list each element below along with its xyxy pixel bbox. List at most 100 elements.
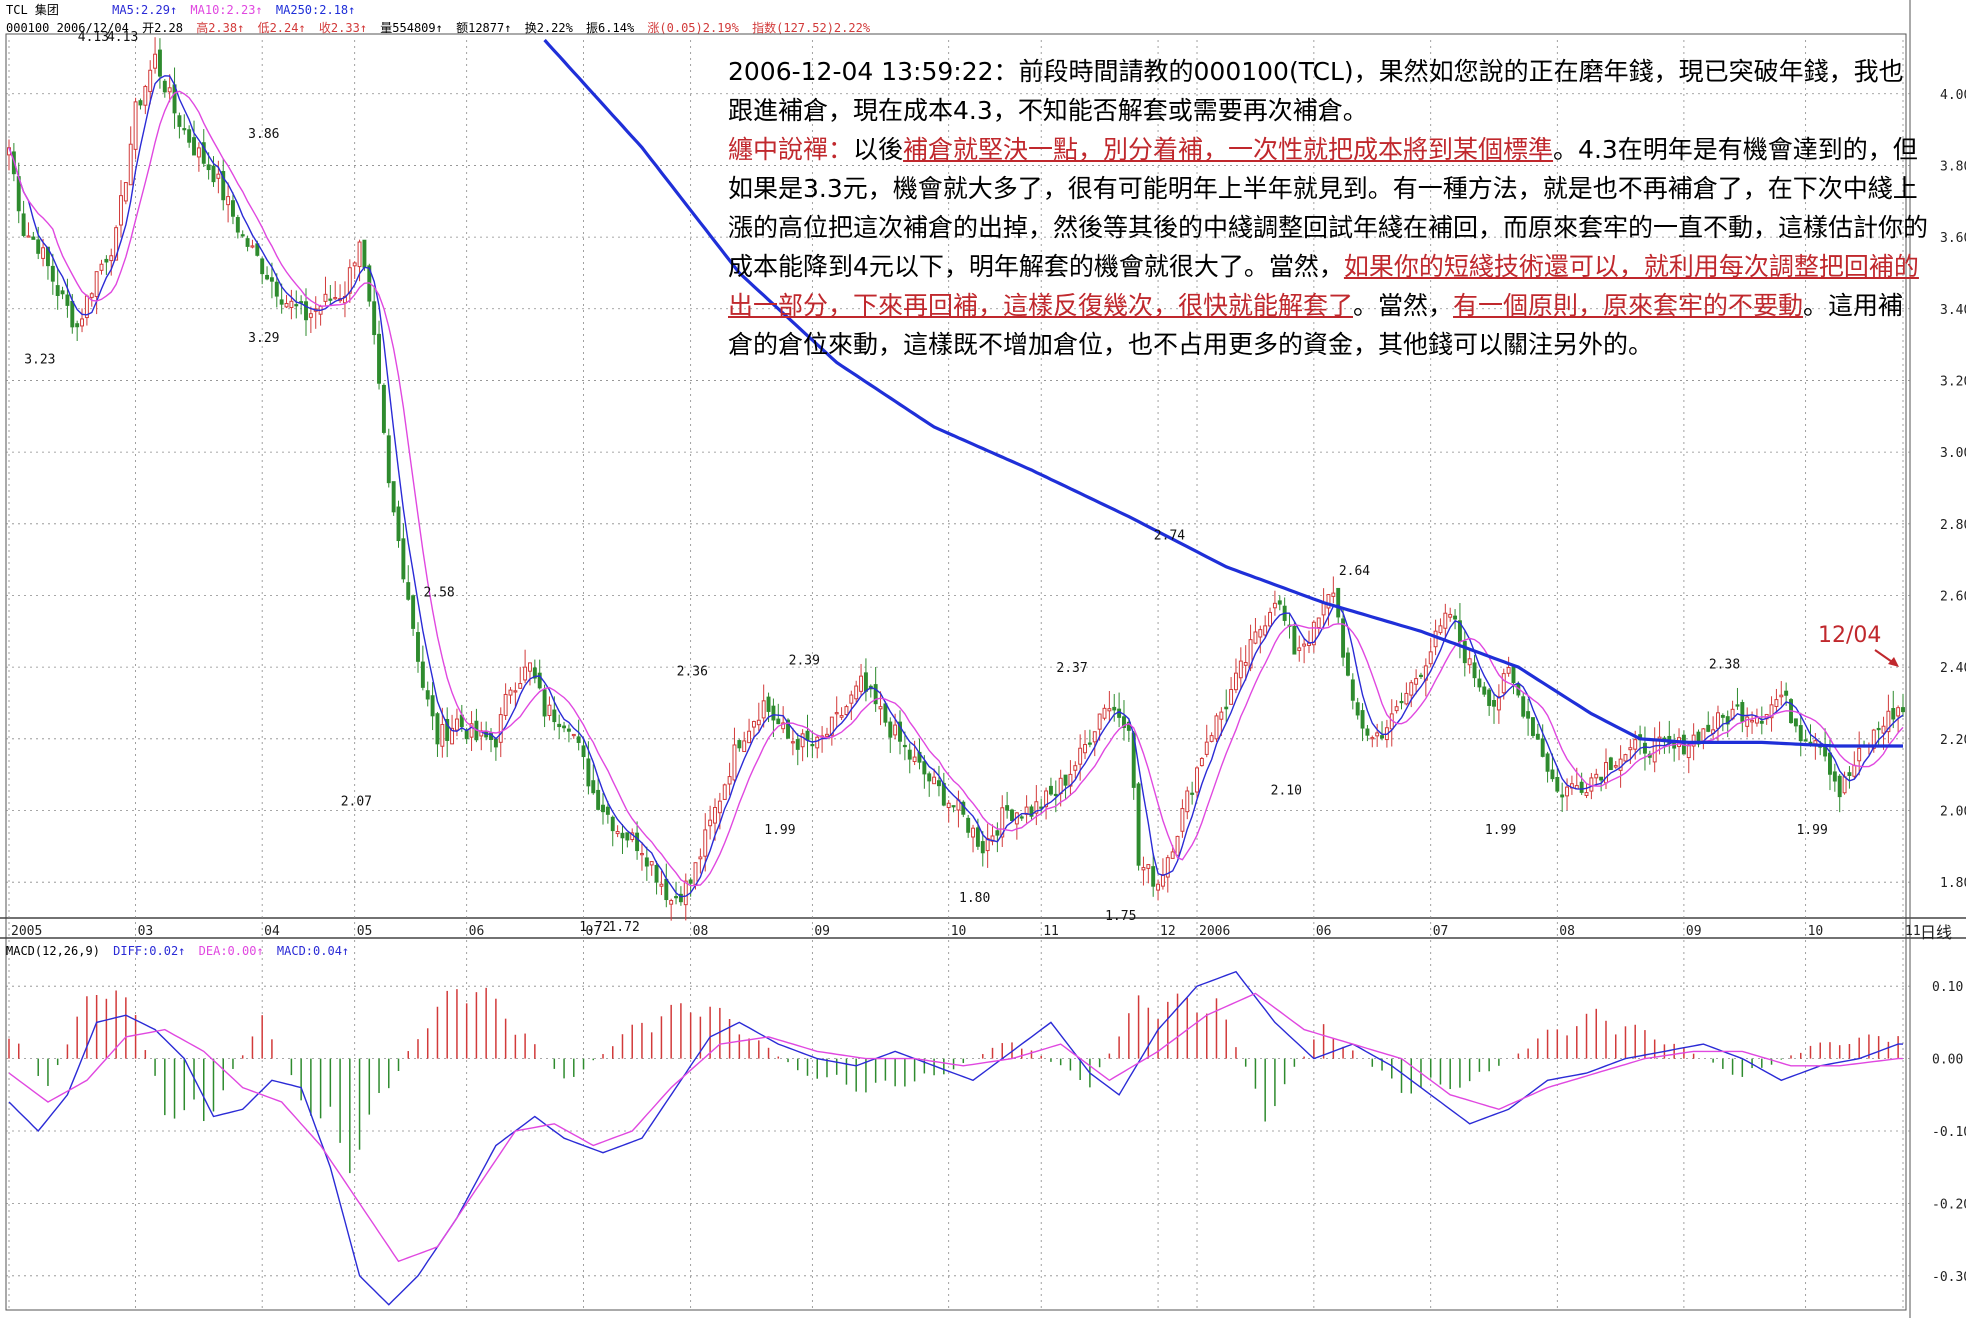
price-annotation: 4.13 [107,30,138,45]
candle-body [825,733,829,737]
candle-body [1126,721,1131,731]
candle-body [1448,613,1453,618]
candle-body [932,776,937,785]
candle-body [1185,790,1190,813]
candle-body [649,861,654,866]
candle-body [1501,673,1506,694]
candle-body [1165,857,1170,878]
candle-body [1409,682,1414,696]
candle-body [1321,603,1326,616]
candle-body [703,829,708,857]
candle-body [503,693,508,716]
candle-body [805,730,810,741]
price-annotation: 2.58 [423,586,454,601]
candle-body [1365,728,1370,736]
candle-body [1180,808,1185,832]
candle-body [1901,707,1905,713]
quote-header: 000100 2006/12/04 开2.28 高2.38↑ 低2.24↑ 收2… [6,20,876,36]
candle-body [528,662,532,672]
macd-tick-label: -0.30 [1932,1270,1966,1285]
candle-body [518,683,523,689]
candle-body [1117,708,1122,718]
candle-body [240,234,245,237]
candle-body [1331,592,1336,597]
candle-body [1540,738,1545,757]
candle-body [1535,733,1540,740]
candle-body [907,749,912,760]
candle-body [362,239,367,268]
candle-body [464,729,469,740]
candle-body [1633,739,1638,750]
candle-body [294,304,299,307]
candle-body [571,733,576,737]
candle-body [975,827,980,847]
candle-body [927,773,932,782]
ma5-label: MA5:2.29↑ [112,3,178,17]
candle-body [1209,735,1214,742]
candle-body [347,267,352,294]
candle-body [1526,711,1531,719]
index-value: 指数(127.52)2.22% [752,21,871,35]
candle-body [26,235,31,238]
candle-body [21,213,26,236]
candle-body [523,666,528,681]
candle-body [654,864,659,883]
candle-body [1243,662,1248,666]
candle-body [1579,781,1584,793]
candle-body [1073,765,1078,771]
candle-body [406,582,411,600]
candle-body [1842,776,1847,794]
candle-body [416,632,420,662]
candle-body [479,730,484,737]
candle-body [352,262,357,267]
candle-body [284,302,289,308]
ma250-label: MA250:2.18↑ [275,3,356,17]
price-tick-label: 2.20 [1940,733,1966,748]
candle-body [1496,696,1501,711]
ma5-line [8,75,1904,898]
candle-body [177,115,182,127]
candle-body [1852,764,1857,777]
candle-body [722,784,727,800]
candle-body [1112,706,1117,711]
candle-body [990,835,995,842]
candle-body [279,299,284,305]
candle-body [678,893,683,903]
candle-body [75,323,80,328]
macd-name: MACD(12,26,9) [6,944,100,958]
price-tick-label: 3.80 [1940,159,1966,174]
candle-body [596,789,601,810]
candle-body [1857,747,1862,762]
date-tick-label: 09 [1686,924,1702,939]
candle-body [639,853,644,856]
candle-body [1453,615,1458,620]
candle-body [566,728,571,732]
candle-body [1024,806,1029,815]
candle-body [1832,771,1837,782]
candle-body [513,690,518,693]
candle-body [1336,587,1341,618]
candle-body [1672,742,1677,749]
candle-body [201,142,206,164]
price-annotation: 3.29 [248,331,279,346]
turnover-value: 换2.22% [524,21,573,35]
price-tick-label: 2.00 [1940,804,1966,819]
candle-body [1044,790,1049,808]
candle-body [1784,690,1789,696]
reply-emphasis-3: 有一個原則，原來套牢的不要動 [1453,291,1804,320]
candle-body [1238,660,1243,679]
candle-body [104,258,109,263]
candle-body [99,263,104,271]
candle-body [902,744,907,748]
candle-body [839,715,844,718]
candle-body [751,721,756,728]
candle-body [1370,737,1375,740]
price-annotation: 1.72 [579,920,610,935]
date-tick-label: 12 [1160,924,1176,939]
candle-body [776,718,781,725]
candle-body [274,281,279,297]
candle-body [552,709,557,723]
candle-body [1141,867,1146,871]
candle-body [1642,742,1647,754]
candle-body [557,723,562,728]
